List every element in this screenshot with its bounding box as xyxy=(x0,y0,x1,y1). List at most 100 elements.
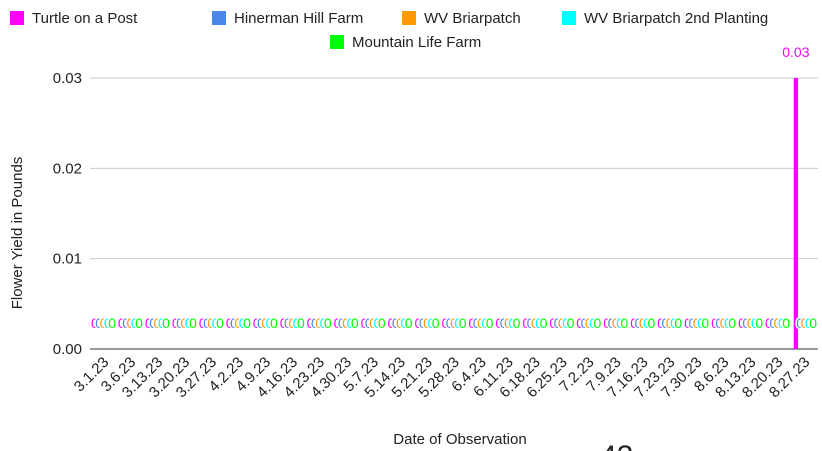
y-tick-label: 0.00 xyxy=(53,341,82,358)
data-label: 0 xyxy=(100,315,108,331)
data-label: 0 xyxy=(135,315,143,331)
data-label: 0 xyxy=(207,315,215,331)
data-label: 0 xyxy=(427,315,435,331)
data-label: 0 xyxy=(612,315,620,331)
data-label: 0 xyxy=(778,315,786,331)
data-label: 0 xyxy=(473,315,481,331)
data-label: 0 xyxy=(392,315,400,331)
data-label: 0 xyxy=(158,315,166,331)
data-label: 0 xyxy=(666,315,674,331)
data-label: 0 xyxy=(234,315,242,331)
y-axis-title: Flower Yield in Pounds xyxy=(9,157,26,310)
data-label: 0 xyxy=(405,315,413,331)
data-label: 0 xyxy=(508,315,516,331)
data-label: 0 xyxy=(239,315,247,331)
data-label: 0 xyxy=(504,315,512,331)
data-label: 0 xyxy=(527,315,535,331)
data-label: 0 xyxy=(243,315,251,331)
x-axis-title: Date of Observation xyxy=(393,431,526,448)
data-label: 0 xyxy=(396,315,404,331)
data-label: 0.03 xyxy=(782,44,809,60)
data-label: 0 xyxy=(715,315,723,331)
data-label: 0 xyxy=(684,315,692,331)
data-label: 0 xyxy=(701,315,709,331)
data-label: 0 xyxy=(351,315,359,331)
data-label: 0 xyxy=(176,315,184,331)
data-label: 0 xyxy=(257,315,265,331)
data-label: 0 xyxy=(477,315,485,331)
y-tick-label: 0.03 xyxy=(53,70,82,87)
data-label: 0 xyxy=(261,315,269,331)
data-label: 0 xyxy=(522,315,530,331)
data-label: 0 xyxy=(558,315,566,331)
data-label: 0 xyxy=(661,315,669,331)
data-label: 0 xyxy=(127,315,135,331)
data-label: 0 xyxy=(796,315,804,331)
data-label: 0 xyxy=(270,315,278,331)
data-label: 0 xyxy=(361,315,369,331)
data-label: 0 xyxy=(576,315,584,331)
data-label: 0 xyxy=(581,315,589,331)
legend-label: Turtle on a Post xyxy=(32,10,138,27)
legend-swatch xyxy=(330,35,344,49)
data-label: 0 xyxy=(280,315,288,331)
data-label: 0 xyxy=(711,315,719,331)
data-label: 0 xyxy=(616,315,624,331)
data-label: 0 xyxy=(554,315,562,331)
data-label: 0 xyxy=(639,315,647,331)
data-label: 0 xyxy=(459,315,467,331)
data-label: 0 xyxy=(751,315,759,331)
legend-label: WV Briarpatch xyxy=(424,10,521,27)
data-label: 0 xyxy=(415,315,423,331)
data-label: 0 xyxy=(481,315,489,331)
legend-swatch xyxy=(402,11,416,25)
data-label: 0 xyxy=(149,315,157,331)
y-tick-label: 0.01 xyxy=(53,251,82,268)
data-label: 0 xyxy=(419,315,427,331)
data-label: 0 xyxy=(450,315,458,331)
legend-label: WV Briarpatch 2nd Planting xyxy=(584,10,768,27)
data-label: 0 xyxy=(562,315,570,331)
data-label: 0 xyxy=(585,315,593,331)
data-label: 0 xyxy=(742,315,750,331)
data-label: 0 xyxy=(670,315,678,331)
data-label: 0 xyxy=(567,315,575,331)
data-label: 0 xyxy=(307,315,315,331)
data-label: 0 xyxy=(693,315,701,331)
data-label: 0 xyxy=(441,315,449,331)
data-label: 0 xyxy=(108,315,116,331)
data-label: 0 xyxy=(189,315,197,331)
data-label: 0 xyxy=(95,315,103,331)
data-label: 0 xyxy=(284,315,292,331)
data-label: 0 xyxy=(697,315,705,331)
data-label: 0 xyxy=(347,315,355,331)
data-label: 0 xyxy=(495,315,503,331)
legend-swatch xyxy=(212,11,226,25)
data-label: 0 xyxy=(253,315,261,331)
data-label: 0 xyxy=(365,315,373,331)
data-label: 0 xyxy=(454,315,462,331)
data-label: 0 xyxy=(531,315,539,331)
data-label: 0 xyxy=(468,315,476,331)
data-label: 0 xyxy=(293,315,301,331)
data-label: 0 xyxy=(446,315,454,331)
data-label: 0 xyxy=(728,315,736,331)
data-label: 0 xyxy=(334,315,342,331)
data-label: 0 xyxy=(266,315,274,331)
data-label: 0 xyxy=(320,315,328,331)
data-label: 0 xyxy=(643,315,651,331)
data-label: 0 xyxy=(216,315,224,331)
data-label: 0 xyxy=(374,315,382,331)
data-label: 0 xyxy=(311,315,319,331)
data-label: 0 xyxy=(297,315,305,331)
legend-swatch xyxy=(562,11,576,25)
data-label: 0 xyxy=(486,315,494,331)
data-label: 0 xyxy=(199,315,207,331)
data-label: 0 xyxy=(388,315,396,331)
data-label: 0 xyxy=(535,315,543,331)
data-label: 0 xyxy=(122,315,130,331)
data-label: 0 xyxy=(720,315,728,331)
data-label: 0 xyxy=(91,315,99,331)
data-label: 0 xyxy=(154,315,162,331)
data-label: 0 xyxy=(118,315,126,331)
